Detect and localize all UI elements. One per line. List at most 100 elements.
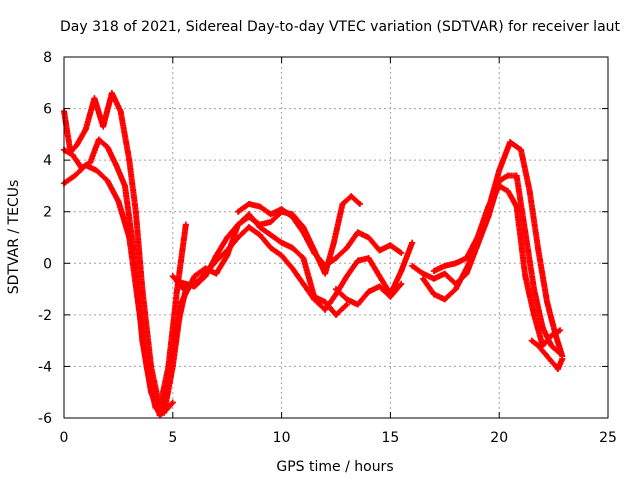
data-point	[535, 342, 542, 349]
data-point	[420, 275, 427, 282]
data-point	[365, 255, 372, 262]
data-point	[398, 249, 405, 256]
data-point	[115, 198, 122, 205]
data-point	[300, 280, 307, 287]
data-point	[531, 311, 538, 318]
y-tick-label: -6	[38, 411, 52, 427]
data-point	[93, 167, 100, 174]
data-point	[289, 265, 296, 272]
data-point	[548, 342, 555, 349]
y-axis-label: SDTVAR / TECUs	[6, 180, 22, 295]
x-tick-label: 20	[490, 430, 508, 446]
data-point	[333, 255, 339, 262]
chart-title: Day 318 of 2021, Sidereal Day-to-day VTE…	[60, 19, 621, 35]
series-arc-12	[528, 337, 566, 373]
data-point	[559, 355, 566, 362]
data-point	[463, 255, 470, 262]
data-point	[398, 268, 405, 275]
y-tick-label: 8	[43, 50, 52, 66]
series-arc-7	[235, 200, 405, 269]
data-point	[161, 409, 168, 416]
data-point	[91, 95, 98, 102]
data-point	[548, 332, 555, 339]
y-tick-label: 2	[43, 205, 52, 221]
data-point	[387, 242, 394, 249]
data-point	[178, 298, 185, 305]
data-point	[376, 283, 383, 290]
data-point	[289, 213, 296, 220]
y-tick-label: 6	[43, 102, 52, 118]
data-point	[441, 270, 448, 277]
data-point	[354, 257, 361, 264]
plot-frame	[63, 56, 609, 419]
data-point	[452, 286, 459, 293]
data-point	[132, 208, 139, 215]
series-markers	[161, 211, 350, 416]
data-point	[430, 268, 437, 275]
series-markers	[61, 90, 189, 411]
data-point	[126, 234, 133, 241]
data-point	[139, 286, 146, 293]
x-tick-label: 25	[599, 430, 617, 446]
data-point	[557, 327, 564, 334]
data-point	[333, 286, 339, 293]
data-point	[517, 146, 524, 153]
series-arc-6	[169, 224, 416, 313]
data-point	[169, 399, 176, 406]
data-point	[548, 358, 555, 365]
series-arc-11	[430, 182, 564, 349]
data-point	[376, 247, 383, 254]
data-point	[333, 311, 339, 318]
data-point	[108, 90, 115, 97]
data-point	[235, 234, 242, 241]
data-point	[267, 211, 274, 218]
data-point	[452, 260, 459, 267]
data-point	[174, 286, 181, 293]
data-point	[409, 239, 416, 246]
data-point	[365, 288, 372, 295]
data-point	[104, 144, 111, 151]
data-point	[311, 296, 318, 303]
data-points	[61, 90, 566, 419]
x-tick-label: 0	[60, 430, 69, 446]
data-point	[245, 213, 252, 220]
data-point	[202, 270, 209, 277]
data-point	[365, 234, 372, 241]
data-point	[474, 234, 481, 241]
data-point	[539, 324, 546, 331]
data-point	[322, 270, 329, 277]
data-point	[267, 219, 274, 226]
data-point	[235, 208, 242, 215]
data-point	[348, 193, 355, 200]
data-point	[496, 182, 503, 189]
data-point	[100, 123, 107, 130]
data-point	[169, 273, 176, 280]
y-tick-label: -4	[38, 359, 52, 375]
axis-ticks: 0 5 10 15 20 25 -6 -4 -2 0 2 4 6 8	[38, 50, 617, 446]
data-point	[256, 221, 263, 228]
data-point	[430, 291, 437, 298]
data-point	[356, 200, 363, 207]
data-point	[343, 296, 350, 303]
series-arc-4	[161, 211, 350, 416]
data-point	[354, 301, 361, 308]
data-point	[531, 286, 538, 293]
data-point	[322, 262, 329, 269]
y-tick-label: 0	[43, 256, 52, 272]
data-point	[541, 350, 548, 357]
data-point	[148, 363, 155, 370]
data-point	[191, 273, 198, 280]
data-point	[522, 229, 529, 236]
data-point	[278, 239, 285, 246]
data-point	[224, 247, 231, 254]
data-point	[191, 280, 198, 287]
data-point	[554, 366, 561, 373]
data-point	[169, 363, 176, 370]
data-point	[322, 306, 329, 313]
data-point	[343, 244, 350, 251]
x-tick-label: 15	[381, 430, 399, 446]
series-arc-8	[333, 280, 405, 308]
y-tick-label: -2	[38, 308, 52, 324]
series-arc-3	[61, 90, 189, 411]
data-point	[256, 203, 263, 210]
